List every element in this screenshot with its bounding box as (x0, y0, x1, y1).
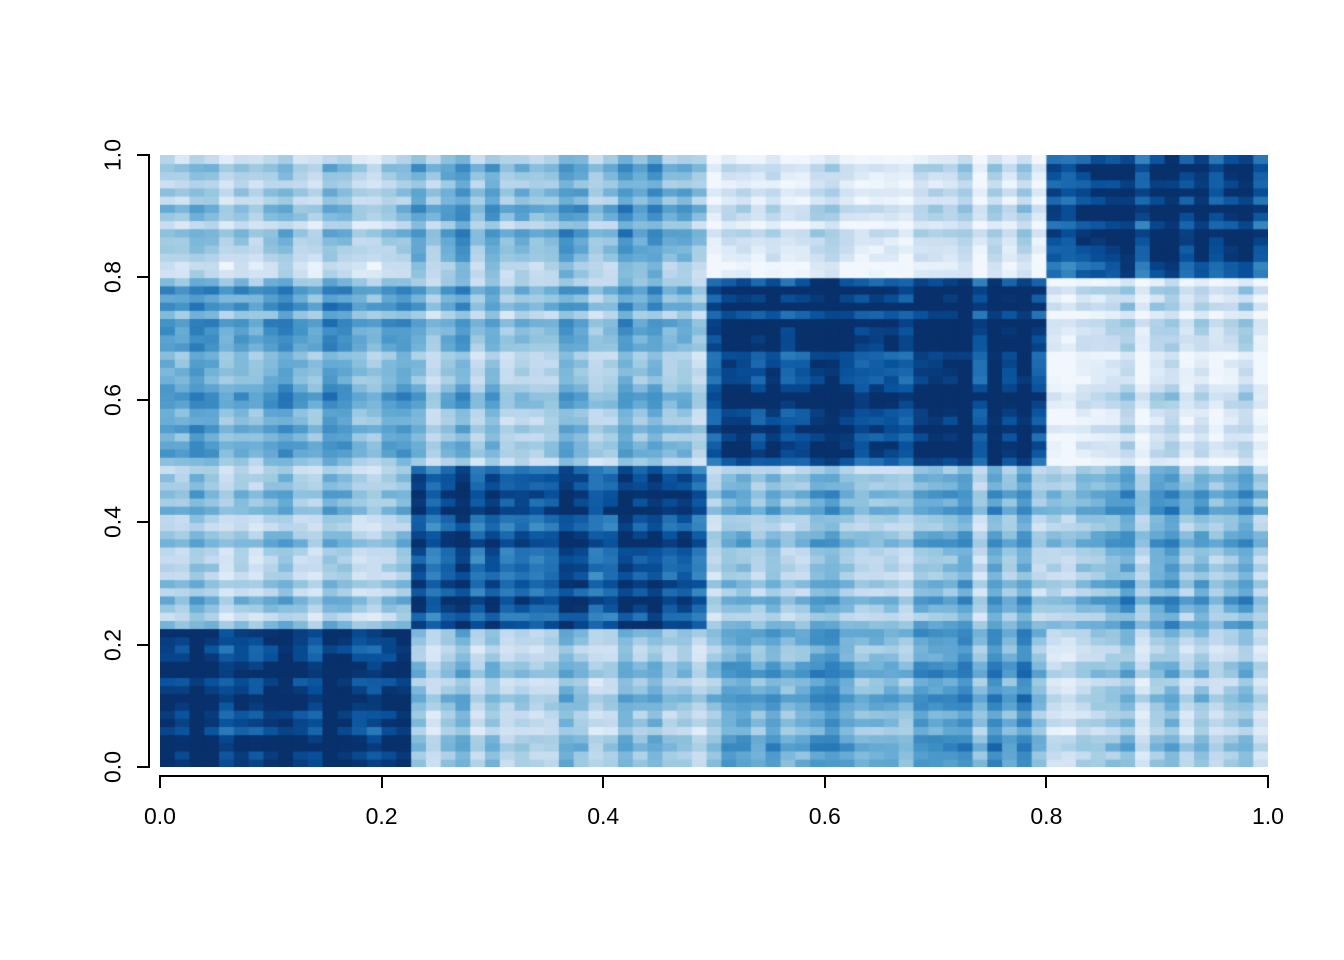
x-tick-label: 0.8 (1030, 803, 1063, 829)
y-axis-line (148, 154, 150, 768)
y-tick-label: 0.4 (99, 506, 126, 539)
y-tick-mark (137, 276, 150, 279)
x-tick-mark (602, 775, 605, 788)
x-tick-label: 1.0 (1252, 803, 1284, 829)
y-tick-mark (137, 521, 150, 524)
y-tick-mark (137, 398, 150, 401)
y-tick-label: 0.8 (99, 261, 126, 294)
y-tick-mark (137, 643, 150, 646)
y-tick-label: 1.0 (99, 139, 126, 171)
y-tick-label: 0.2 (99, 628, 126, 661)
x-tick-label: 0.6 (808, 803, 841, 829)
x-axis-line (159, 775, 1269, 777)
x-tick-mark (823, 775, 826, 788)
y-tick-label: 0.6 (99, 383, 126, 416)
heatmap-canvas (160, 155, 1268, 767)
x-tick-mark (1267, 775, 1269, 788)
x-tick-mark (1045, 775, 1048, 788)
x-tick-label: 0.4 (587, 803, 620, 829)
x-tick-label: 0.2 (365, 803, 398, 829)
x-tick-mark (380, 775, 383, 788)
y-tick-mark (137, 766, 150, 768)
x-tick-label: 0.0 (144, 803, 176, 829)
y-tick-mark (137, 154, 150, 156)
x-tick-mark (159, 775, 161, 788)
y-tick-label: 0.0 (99, 751, 126, 783)
